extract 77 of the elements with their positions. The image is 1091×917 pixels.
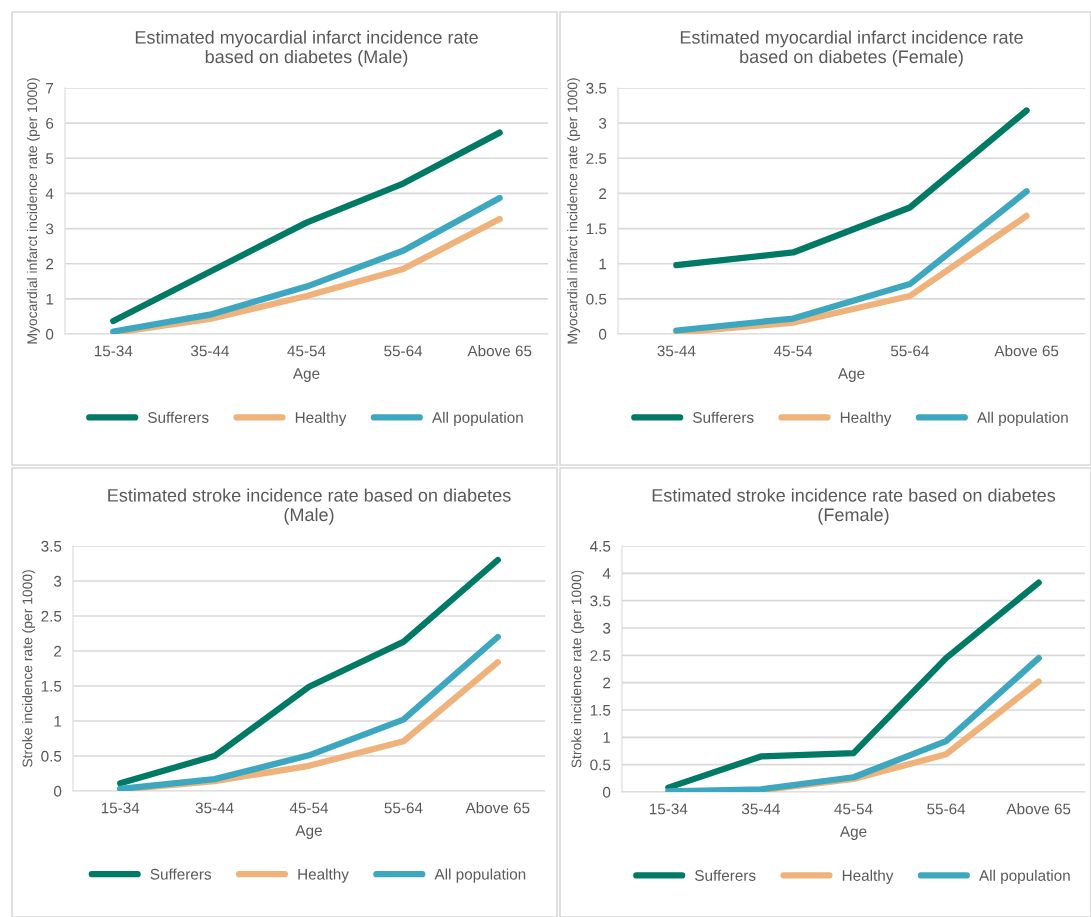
y-tick-label: 3.5 (590, 595, 611, 607)
x-tick-label: 35-44 (741, 803, 780, 815)
y-tick-label: 1 (46, 293, 54, 305)
x-tick-label: Above 65 (994, 345, 1059, 357)
x-tick-label: 35-44 (195, 802, 234, 814)
legend-label: All population (434, 868, 526, 883)
chart-title: Estimated stroke incidence rate based on diabetes (Male) (108, 488, 511, 525)
legend-label: Healthy (840, 411, 892, 426)
y-tick-label: 1.5 (41, 681, 62, 692)
x-axis-title: Age (292, 368, 320, 382)
y-tick-label: 1 (599, 258, 607, 270)
x-tick-label: 55-64 (927, 803, 966, 815)
legend-label: Sufferers (695, 869, 756, 881)
y-tick-label: 0.5 (586, 293, 607, 305)
x-axis-title: Age (295, 825, 322, 839)
x-tick-label: 55-64 (890, 345, 929, 357)
y-axis-title: Stroke incidence rate (per 1000) (22, 570, 36, 768)
x-tick-label: 55-64 (384, 802, 423, 814)
y-tick-label: 4.5 (590, 541, 611, 552)
y-tick-label: 1.5 (590, 705, 611, 716)
y-tick-label: 2.5 (41, 610, 62, 622)
y-axis-title: Myocardial infarct incidence rate (per 1000) (26, 78, 40, 344)
x-axis-title: Age (837, 368, 865, 382)
legend-label: Healthy (842, 869, 894, 884)
y-tick-label: 2 (54, 645, 62, 657)
chart-title: Estimated myocardial infarct incidence rate based on diabetes (Female) (680, 30, 1023, 67)
y-tick-label: 6 (46, 118, 54, 129)
y-tick-label: 2.5 (586, 153, 607, 164)
y-tick-label: 4 (602, 568, 611, 579)
y-axis-title: Myocardial infarct incidence rate (per 1000) (567, 78, 581, 344)
x-tick-label: 55-64 (384, 345, 423, 357)
y-tick-label: 3 (602, 622, 611, 634)
x-tick-label: 15-34 (101, 802, 140, 814)
x-tick-label: 45-54 (834, 803, 873, 815)
y-tick-label: 0.5 (41, 750, 62, 762)
y-tick-label: 1 (54, 716, 62, 727)
y-tick-label: 0 (598, 328, 607, 340)
legend-label: Sufferers (693, 411, 754, 423)
x-tick-label: 45-54 (289, 802, 329, 814)
x-tick-label: 15-34 (649, 803, 688, 815)
y-tick-label: 3 (53, 575, 62, 587)
legend-label: Healthy (298, 868, 349, 883)
y-tick-label: 2.5 (590, 650, 611, 662)
legend-label: All population (432, 411, 523, 426)
y-tick-label: 3.5 (41, 540, 62, 552)
x-axis-title: Age (839, 826, 867, 840)
legend-label: All population (977, 411, 1068, 426)
y-tick-label: 2 (599, 188, 607, 199)
legend-label: Sufferers (150, 868, 212, 880)
chart-title: Estimated myocardial infarct incidence rate based on diabetes (Male) (135, 30, 478, 67)
y-tick-label: 0 (602, 786, 611, 798)
y-tick-label: 0.5 (590, 759, 611, 771)
y-tick-label: 3 (598, 118, 607, 129)
x-tick-label: 15-34 (94, 345, 133, 357)
x-tick-label: 35-44 (190, 345, 229, 357)
legend-label: Sufferers (148, 411, 209, 423)
y-tick-label: 3 (45, 223, 54, 235)
y-tick-label: 4 (45, 188, 54, 199)
x-tick-label: Above 65 (465, 802, 530, 814)
y-tick-label: 7 (46, 83, 54, 94)
y-tick-label: 1 (603, 732, 611, 743)
y-tick-label: 0 (53, 785, 62, 797)
y-tick-label: 2 (603, 677, 611, 689)
x-tick-label: Above 65 (467, 345, 532, 357)
y-tick-label: 5 (46, 153, 54, 164)
y-tick-label: 2 (46, 258, 54, 270)
legend-label: Healthy (295, 411, 347, 426)
x-tick-label: 45-54 (773, 345, 813, 357)
y-tick-label: 1.5 (586, 223, 607, 235)
x-tick-label: Above 65 (1006, 803, 1071, 815)
x-tick-label: 45-54 (287, 345, 326, 357)
legend-label: All population (979, 869, 1070, 884)
y-tick-label: 3.5 (586, 82, 607, 94)
y-tick-label: 0 (45, 328, 54, 340)
y-axis-title: Stroke incidence rate (per 1000) (571, 570, 585, 768)
chart-title: Estimated stroke incidence rate based on diabetes (Female) (652, 488, 1056, 525)
x-tick-label: 35-44 (657, 345, 696, 357)
